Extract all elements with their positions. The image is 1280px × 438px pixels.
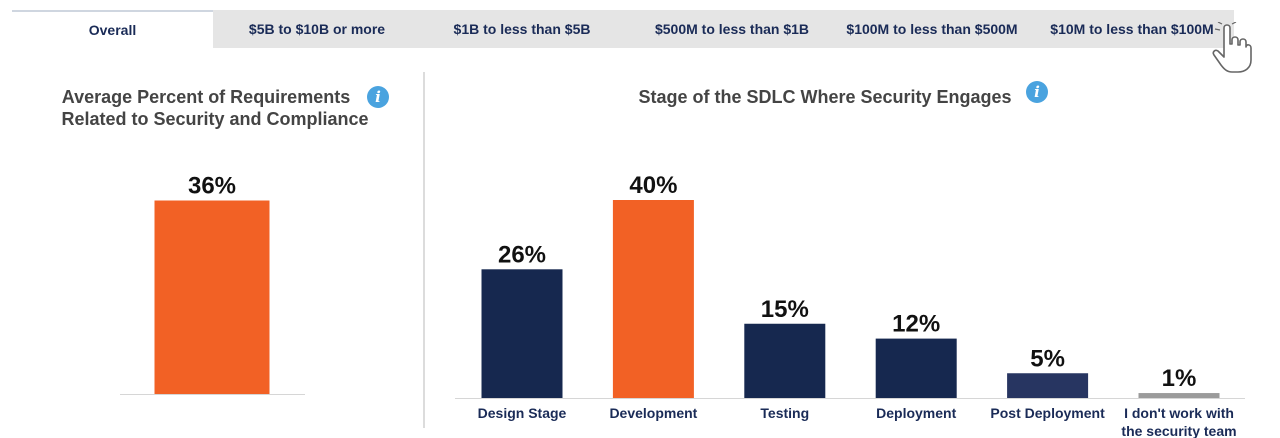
- category-label: Development: [609, 405, 697, 421]
- category-label: Design Stage: [478, 405, 567, 421]
- data-label: 36%: [188, 173, 236, 200]
- left-chart-title-line1: Average Percent of Requirements: [61, 87, 351, 107]
- bar: [481, 269, 563, 398]
- category-label: Testing: [760, 405, 809, 421]
- bar: [875, 338, 957, 398]
- info-icon[interactable]: i: [367, 86, 389, 108]
- bar: [612, 200, 694, 398]
- tab-100m-to-less-than-500m[interactable]: $100M to less than $500M: [846, 21, 1018, 37]
- data-label: 26%: [498, 241, 546, 268]
- right-chart-title: Stage of the SDLC Where Security Engages: [440, 86, 1240, 108]
- data-label: 12%: [892, 311, 940, 338]
- data-label: 5%: [1030, 345, 1065, 372]
- category-label: Post Deployment: [990, 405, 1105, 421]
- tab-500m-to-less-than-1b[interactable]: $500M to less than $1B: [654, 21, 810, 37]
- right-bar-chart: 26% Design Stage 40% Development 15% Testing 1…: [455, 172, 1245, 438]
- pointer-hand-icon: [1212, 22, 1252, 73]
- category-label: Deployment: [876, 405, 956, 421]
- segment-tab-bar: Overall $5B to $10B or more $1B to less …: [12, 10, 1234, 48]
- left-bar-chart: 36%: [120, 173, 305, 395]
- right-chart-title-line1: Stage of the SDLC Where Security Engages: [638, 87, 1012, 107]
- bar: [1138, 393, 1220, 398]
- tab-1b-to-less-than-5b[interactable]: $1B to less than $5B: [453, 21, 591, 37]
- tab-10m-to-less-than-100m[interactable]: $10M to less than $100M: [1050, 21, 1214, 37]
- category-label: the security team: [1121, 423, 1236, 438]
- bar: [744, 323, 826, 398]
- bar: [1007, 373, 1089, 398]
- tab-overall[interactable]: Overall: [12, 10, 213, 48]
- data-label: 1%: [1162, 365, 1197, 392]
- data-label: 40%: [629, 172, 677, 199]
- tab-5b-to-10b-or-more[interactable]: $5B to $10B or more: [248, 21, 386, 37]
- category-label: I don't work with: [1124, 405, 1234, 421]
- chart-divider: [423, 72, 425, 428]
- info-icon[interactable]: i: [1026, 81, 1048, 103]
- bar: [154, 200, 270, 394]
- left-chart-title-line2: Related to Security and Compliance: [61, 109, 369, 129]
- left-chart-title: Average Percent of Requirements Related …: [30, 86, 400, 130]
- data-label: 15%: [761, 296, 809, 323]
